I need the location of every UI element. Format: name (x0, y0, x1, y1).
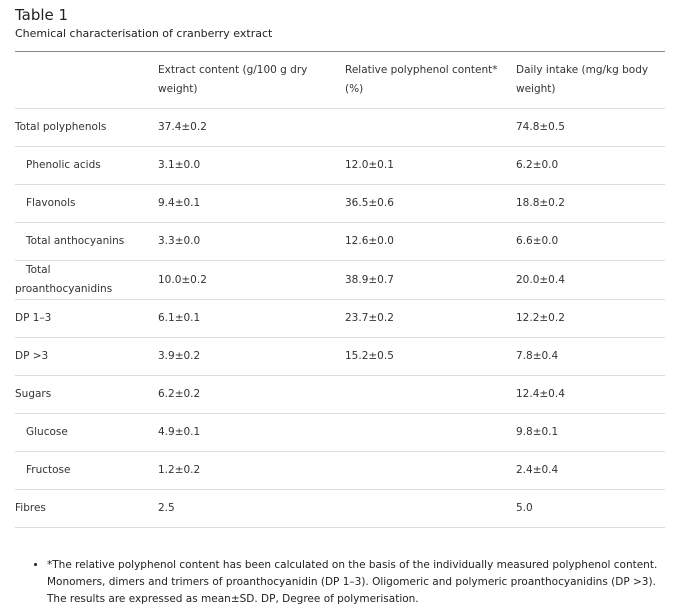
cell: 20.0±0.4 (516, 260, 665, 300)
cell: 6.1±0.1 (158, 299, 345, 338)
footnotes: *The relative polyphenol content has bee… (15, 557, 665, 608)
cell: 74.8±0.5 (516, 108, 665, 147)
table-subtitle: Chemical characterisation of cranberry e… (15, 27, 273, 40)
table-row: Glucose 4.9±0.1 9.8±0.1 (15, 413, 665, 452)
cell: 7.8±0.4 (516, 337, 665, 376)
column-header: Relative polyphenol content* (%) (345, 51, 516, 109)
cell: 9.8±0.1 (516, 413, 665, 452)
header-row: Extract content (g/100 g dry weight) Rela… (15, 51, 665, 109)
row-label: Sugars (15, 375, 158, 414)
table-title: Table 1 (15, 6, 69, 24)
table-row: Total anthocyanins 3.3±0.0 12.6±0.0 6.6±0.0 (15, 222, 665, 261)
footnote: *The relative polyphenol content has bee… (47, 557, 665, 608)
table-row: DP 1–3 6.1±0.1 23.7±0.2 12.2±0.2 (15, 299, 665, 338)
cell: 38.9±0.7 (345, 260, 516, 300)
row-label: Flavonols (15, 184, 158, 223)
cell (345, 451, 516, 490)
cell (345, 413, 516, 452)
cell: 2.4±0.4 (516, 451, 665, 490)
column-header: Daily intake (mg/kg body weight) (516, 51, 665, 109)
row-label: Phenolic acids (15, 146, 158, 185)
cell: 9.4±0.1 (158, 184, 345, 223)
cell (345, 108, 516, 147)
cell: 1.2±0.2 (158, 451, 345, 490)
row-label: DP >3 (15, 337, 158, 376)
cell: 5.0 (516, 489, 665, 528)
table-row: DP >3 3.9±0.2 15.2±0.5 7.8±0.4 (15, 337, 665, 376)
cell: 36.5±0.6 (345, 184, 516, 223)
table-row: Sugars 6.2±0.2 12.4±0.4 (15, 375, 665, 414)
row-label: Total anthocyanins (15, 222, 158, 261)
cell: 18.8±0.2 (516, 184, 665, 223)
cell: 4.9±0.1 (158, 413, 345, 452)
column-header (15, 51, 158, 109)
cell: 12.4±0.4 (516, 375, 665, 414)
data-table: Extract content (g/100 g dry weight) Rela… (15, 51, 665, 528)
cell: 6.6±0.0 (516, 222, 665, 261)
row-label: Fibres (15, 489, 158, 528)
column-header: Extract content (g/100 g dry weight) (158, 51, 345, 109)
cell: 2.5 (158, 489, 345, 528)
cell: 12.2±0.2 (516, 299, 665, 338)
table-row: Fructose 1.2±0.2 2.4±0.4 (15, 451, 665, 490)
cell: 37.4±0.2 (158, 108, 345, 147)
cell: 12.0±0.1 (345, 146, 516, 185)
table-row: Phenolic acids 3.1±0.0 12.0±0.1 6.2±0.0 (15, 146, 665, 185)
table-row: Flavonols 9.4±0.1 36.5±0.6 18.8±0.2 (15, 184, 665, 223)
cell: 15.2±0.5 (345, 337, 516, 376)
cell: 12.6±0.0 (345, 222, 516, 261)
row-label: DP 1–3 (15, 299, 158, 338)
row-label: Glucose (15, 413, 158, 452)
row-label: Total polyphenols (15, 108, 158, 147)
cell: 3.1±0.0 (158, 146, 345, 185)
cell (345, 375, 516, 414)
table-row: Total polyphenols 37.4±0.2 74.8±0.5 (15, 108, 665, 147)
row-label: Fructose (15, 451, 158, 490)
cell: 3.3±0.0 (158, 222, 345, 261)
cell: 10.0±0.2 (158, 260, 345, 300)
cell: 23.7±0.2 (345, 299, 516, 338)
cell: 3.9±0.2 (158, 337, 345, 376)
table-row: Total proanthocyanidins 10.0±0.2 38.9±0.7 2… (15, 260, 665, 300)
row-label: Total proanthocyanidins (15, 260, 158, 300)
cell: 6.2±0.2 (158, 375, 345, 414)
cell (345, 489, 516, 528)
cell: 6.2±0.0 (516, 146, 665, 185)
table-row: Fibres 2.5 5.0 (15, 489, 665, 528)
